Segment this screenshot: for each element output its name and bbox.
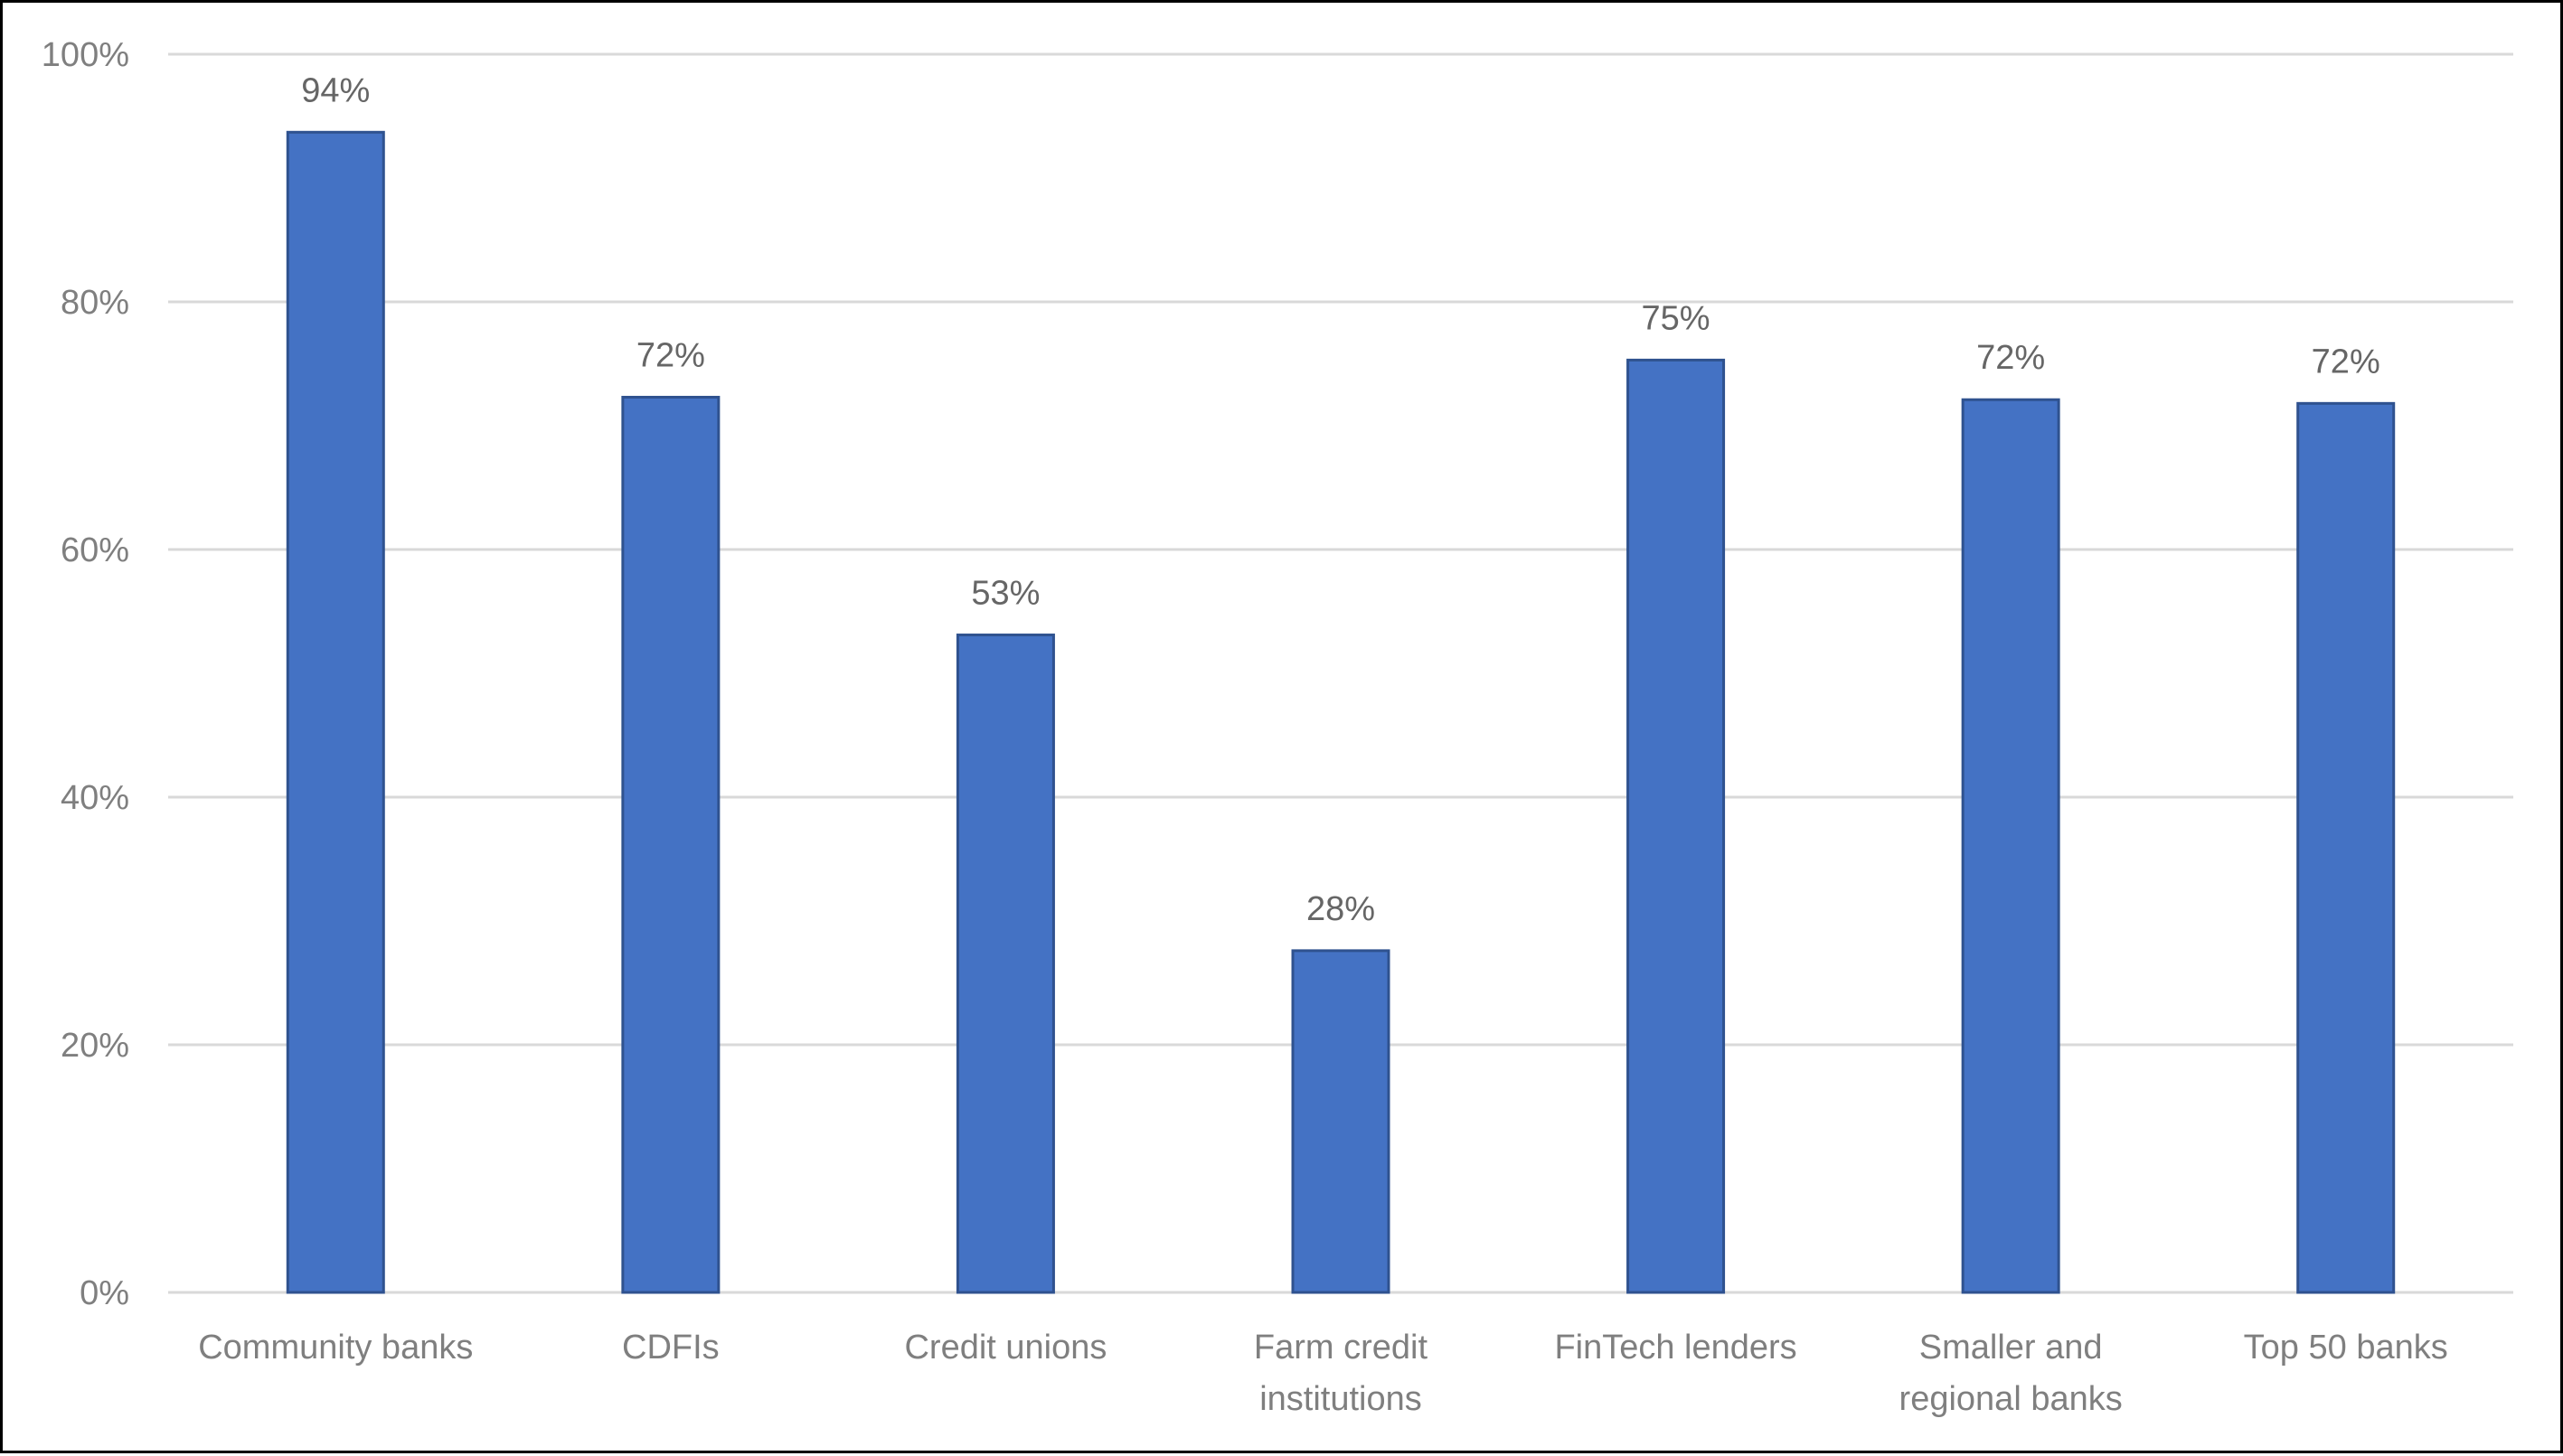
bar-value-label: 28% (1306, 890, 1375, 928)
y-tick-label: 60% (61, 531, 129, 569)
y-tick-label: 100% (42, 36, 129, 74)
x-tick-label: FinTech lenders (1554, 1329, 1796, 1367)
y-tick-label: 40% (61, 779, 129, 817)
bar-value-label: 72% (1976, 339, 2045, 377)
data-labels: 94% 72% 53% 28% 75% 72% 72% (301, 71, 2379, 928)
bar-value-label: 72% (636, 336, 705, 374)
x-tick-label: CDFIs (622, 1329, 720, 1367)
x-tick-label: Farm credit (1254, 1329, 1428, 1367)
x-tick-label: regional banks (1899, 1380, 2123, 1418)
bar (956, 634, 1055, 1294)
y-tick-label: 80% (61, 284, 129, 322)
bar (1291, 949, 1390, 1294)
gridlines (168, 52, 2513, 1294)
bar (1626, 358, 1726, 1294)
bar (621, 395, 721, 1294)
x-axis-tick-labels: Community banks CDFIs Credit unions Farm cr… (198, 1329, 2448, 1418)
x-tick-label: Top 50 banks (2244, 1329, 2448, 1367)
bar-value-label: 53% (971, 575, 1040, 613)
bar (1961, 398, 2060, 1294)
x-tick-label: institutions (1259, 1380, 1422, 1418)
y-tick-label: 0% (80, 1274, 129, 1312)
bar (2296, 401, 2396, 1294)
x-tick-label: Credit unions (904, 1329, 1107, 1367)
bar-value-label: 72% (2312, 343, 2380, 380)
x-tick-label: Community banks (198, 1329, 473, 1367)
bar (286, 130, 385, 1294)
bars (286, 130, 2396, 1294)
x-tick-label: Smaller and (1919, 1329, 2103, 1367)
bar-value-label: 94% (301, 71, 370, 109)
bar-value-label: 75% (1642, 299, 1710, 337)
bar-chart: 0% 20% 40% 60% 80% 100% 94% 72% 53% 28% 75% 72% 72%… (42, 36, 2513, 1418)
y-tick-label: 20% (61, 1027, 129, 1065)
y-axis-tick-labels: 0% 20% 40% 60% 80% 100% (42, 36, 129, 1312)
